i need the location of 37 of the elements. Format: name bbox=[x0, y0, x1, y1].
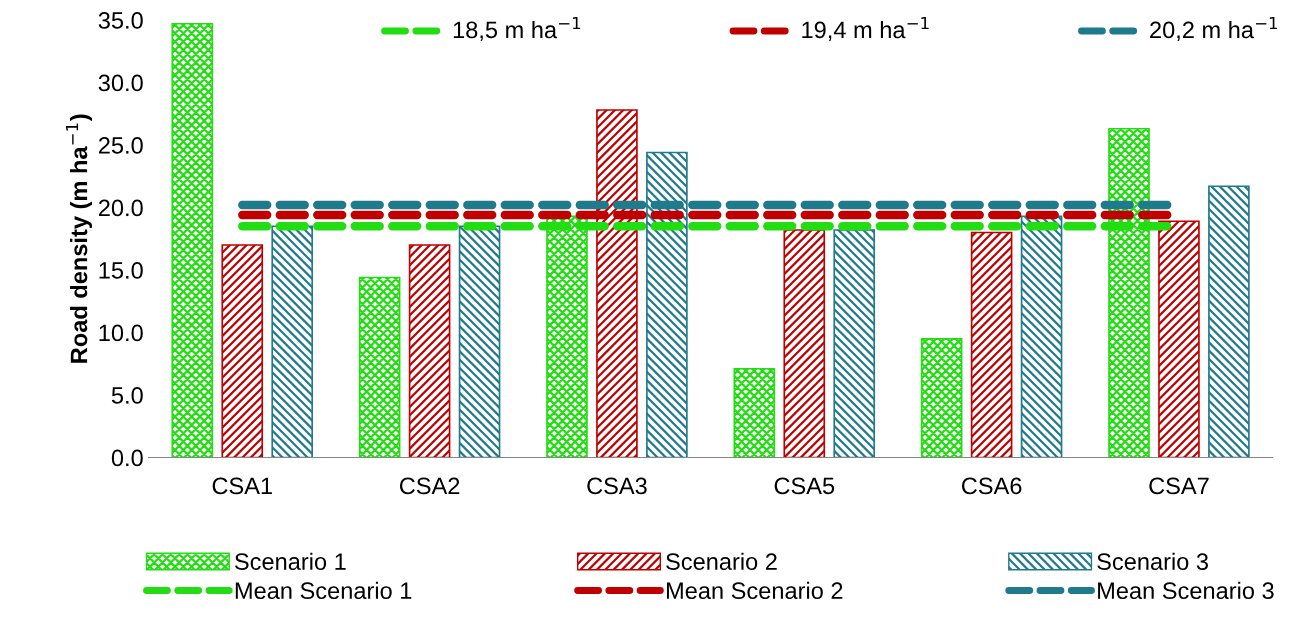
bar bbox=[733, 367, 776, 458]
bar bbox=[920, 337, 963, 458]
bar bbox=[271, 225, 314, 458]
bar bbox=[358, 276, 401, 458]
x-tick-label: CSA6 bbox=[961, 477, 1022, 495]
x-tick-label: CSA1 bbox=[212, 477, 272, 495]
bar bbox=[221, 244, 264, 458]
y-tick-label: 15.0 bbox=[99, 262, 143, 279]
legend-label: Scenario 3 bbox=[1097, 552, 1209, 570]
bar bbox=[833, 229, 876, 458]
legend-label: Scenario 1 bbox=[234, 552, 346, 570]
bar bbox=[1208, 185, 1250, 458]
x-tick-label: CSA5 bbox=[774, 477, 835, 495]
bar bbox=[970, 231, 1013, 458]
y-tick-label: 20.0 bbox=[98, 199, 143, 217]
bar bbox=[171, 22, 214, 458]
x-tick-label: CSA3 bbox=[587, 477, 647, 495]
annotation: 19,4 m ha$^{−1}$ bbox=[802, 16, 929, 42]
legend-label: Mean Scenario 3 bbox=[1098, 581, 1274, 600]
y-tick-label: 30.0 bbox=[98, 74, 143, 92]
bar bbox=[458, 225, 501, 458]
y-tick-label: 25.0 bbox=[98, 137, 143, 154]
legend-label: Mean Scenario 2 bbox=[666, 581, 843, 600]
y-tick-label: 0.0 bbox=[111, 449, 143, 467]
bar bbox=[1020, 215, 1063, 458]
annotation: 20,2 m ha$^{−1}$ bbox=[1150, 16, 1278, 42]
annotation: 18,5 m ha$^{−1}$ bbox=[453, 16, 581, 42]
x-tick-label: CSA2 bbox=[399, 477, 460, 495]
legend-label: Scenario 2 bbox=[666, 552, 777, 570]
y-axis-title: Road density (m ha$^{−1}$) bbox=[66, 114, 92, 363]
y-tick-label: 5.0 bbox=[111, 387, 143, 404]
bar bbox=[408, 244, 451, 458]
y-tick-label: 35.0 bbox=[98, 12, 143, 29]
y-tick-label: 10.0 bbox=[99, 324, 143, 342]
x-tick-label: CSA7 bbox=[1149, 477, 1209, 495]
bar bbox=[783, 229, 826, 458]
legend-label: Mean Scenario 1 bbox=[235, 581, 412, 600]
